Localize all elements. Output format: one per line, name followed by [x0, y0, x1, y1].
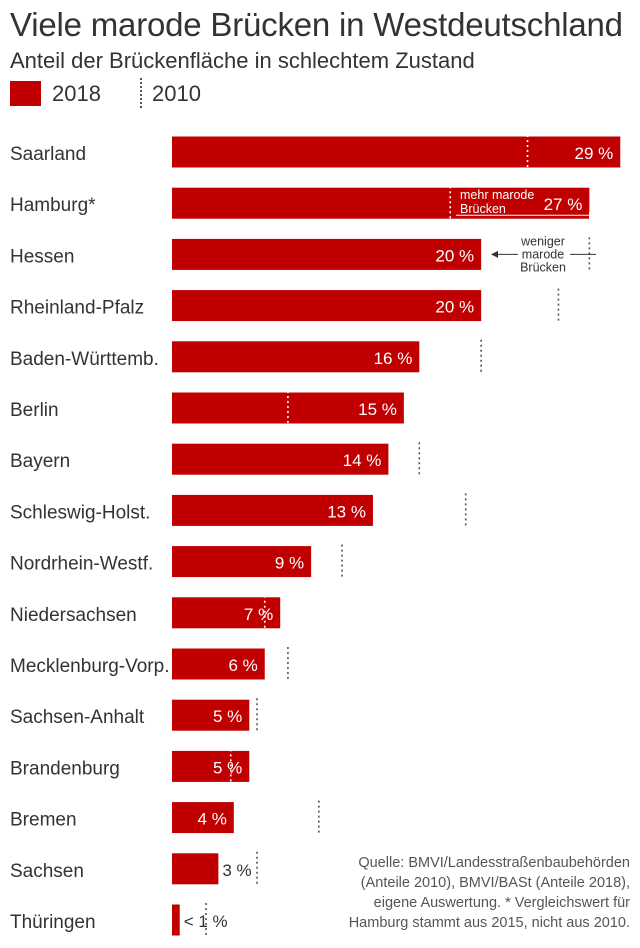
legend-marker-2010: [140, 78, 142, 108]
bar-2018: [172, 853, 219, 885]
category-label: Brandenburg: [10, 758, 120, 779]
value-label: 9 %: [275, 554, 304, 573]
value-label: 5 %: [213, 707, 242, 726]
legend-label-2010: 2010: [152, 81, 201, 106]
bar-2018: [172, 341, 420, 373]
value-label: 15 %: [358, 400, 397, 419]
annotation-more-line2: Brücken: [460, 202, 506, 216]
chart-title: Viele marode Brücken in Westdeutschland: [10, 6, 623, 43]
annotation-fewer-line: Brücken: [520, 260, 566, 274]
value-label: 4 %: [198, 810, 227, 829]
legend-label-2018: 2018: [52, 81, 101, 106]
value-label: 16 %: [374, 349, 413, 368]
value-label: < 1 %: [184, 912, 228, 931]
bar-2018: [172, 648, 265, 680]
category-label: Mecklenburg-Vorp.: [10, 656, 169, 677]
bar-2018: [172, 290, 482, 322]
annotation-fewer-line: weniger: [520, 234, 565, 248]
annotation-fewer-line: marode: [522, 247, 564, 261]
category-label: Bayern: [10, 451, 70, 472]
bar-2018: [172, 750, 250, 782]
category-label: Sachsen-Anhalt: [10, 707, 145, 728]
category-label: Berlin: [10, 400, 59, 421]
bar-2018: [172, 187, 590, 219]
category-label: Hessen: [10, 246, 74, 267]
bar-2018: [172, 699, 250, 731]
category-label: Baden-Württemb.: [10, 349, 159, 370]
bar-2018: [172, 546, 312, 578]
bar-2018: [172, 443, 389, 475]
value-label: 7 %: [244, 605, 273, 624]
category-label: Schleswig-Holst.: [10, 502, 150, 523]
value-label: 29 %: [575, 144, 614, 163]
value-label: 14 %: [343, 451, 382, 470]
bar-2018: [172, 136, 621, 168]
value-label: 20 %: [435, 298, 474, 317]
value-label: 5 %: [213, 758, 242, 777]
value-label: 6 %: [228, 656, 257, 675]
bar-2018: [172, 904, 180, 936]
category-label: Sachsen: [10, 861, 84, 882]
category-label: Niedersachsen: [10, 605, 137, 626]
bar-2018: [172, 597, 281, 629]
category-label: Nordrhein-Westf.: [10, 554, 153, 575]
value-label: 3 %: [222, 861, 251, 880]
annotation-more-line1: mehr marode: [460, 188, 534, 202]
source-note: Quelle: BMVI/Landesstraßenbaubehörden (A…: [348, 855, 630, 931]
category-label: Saarland: [10, 144, 86, 165]
category-label: Thüringen: [10, 912, 96, 933]
bar-2018: [172, 802, 234, 834]
category-label: Bremen: [10, 810, 77, 831]
value-label: 20 %: [435, 246, 474, 265]
value-label: 13 %: [327, 502, 366, 521]
legend-swatch-2018: [10, 81, 41, 106]
annotation-more-arrowhead: [589, 211, 596, 219]
category-label: Rheinland-Pfalz: [10, 298, 144, 319]
annotation-fewer-arrowhead: [491, 250, 498, 258]
chart-subtitle: Anteil der Brückenfläche in schlechtem Z…: [10, 48, 475, 73]
bar-2018: [172, 238, 482, 270]
bar-2018: [172, 494, 373, 526]
category-label: Hamburg*: [10, 195, 96, 216]
value-label: 27 %: [544, 195, 583, 214]
